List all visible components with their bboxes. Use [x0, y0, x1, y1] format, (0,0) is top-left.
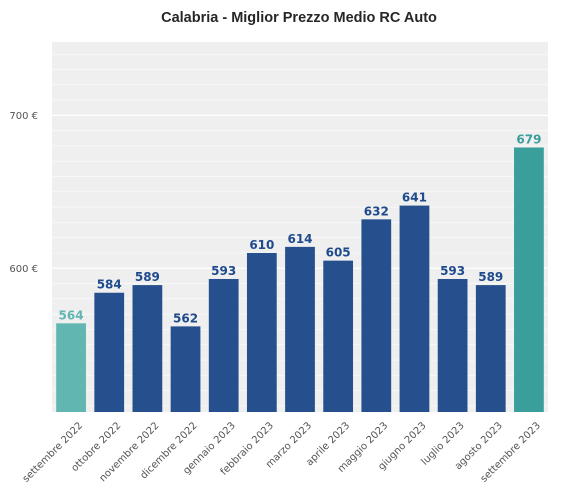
data-label: 589	[135, 270, 160, 284]
data-label: 610	[249, 238, 274, 252]
data-label: 614	[287, 232, 312, 246]
bar	[437, 278, 468, 412]
bar	[56, 323, 86, 412]
bar	[361, 219, 392, 412]
data-label: 605	[326, 246, 351, 260]
chart-title: Calabria - Miglior Prezzo Medio RC Auto	[161, 10, 437, 26]
bar	[132, 285, 163, 412]
data-label: 679	[516, 132, 541, 146]
y-tick-label: 600 €	[9, 264, 38, 275]
bar	[94, 292, 125, 412]
y-axis-ticks: 600 € 700 €	[9, 111, 38, 275]
bar	[323, 260, 354, 412]
data-label: 593	[440, 264, 465, 278]
bar	[170, 326, 201, 412]
x-tick-label: settembre 2022	[21, 420, 85, 484]
bar	[285, 246, 315, 412]
bar	[514, 147, 544, 413]
data-label: 641	[402, 191, 427, 205]
data-label: 632	[364, 204, 389, 218]
bars	[56, 147, 544, 413]
data-label: 589	[478, 270, 503, 284]
data-label: 584	[97, 278, 122, 292]
data-label: 593	[211, 264, 236, 278]
bar	[475, 285, 506, 412]
y-tick-label: 700 €	[9, 111, 38, 122]
data-labels: 564 584 589 562 593 610 614 605 632 641 593 589 679	[59, 132, 542, 325]
bar	[208, 278, 239, 412]
bar	[246, 252, 277, 412]
bar	[399, 205, 430, 412]
data-label: 564	[59, 308, 84, 322]
data-label: 562	[173, 311, 198, 325]
